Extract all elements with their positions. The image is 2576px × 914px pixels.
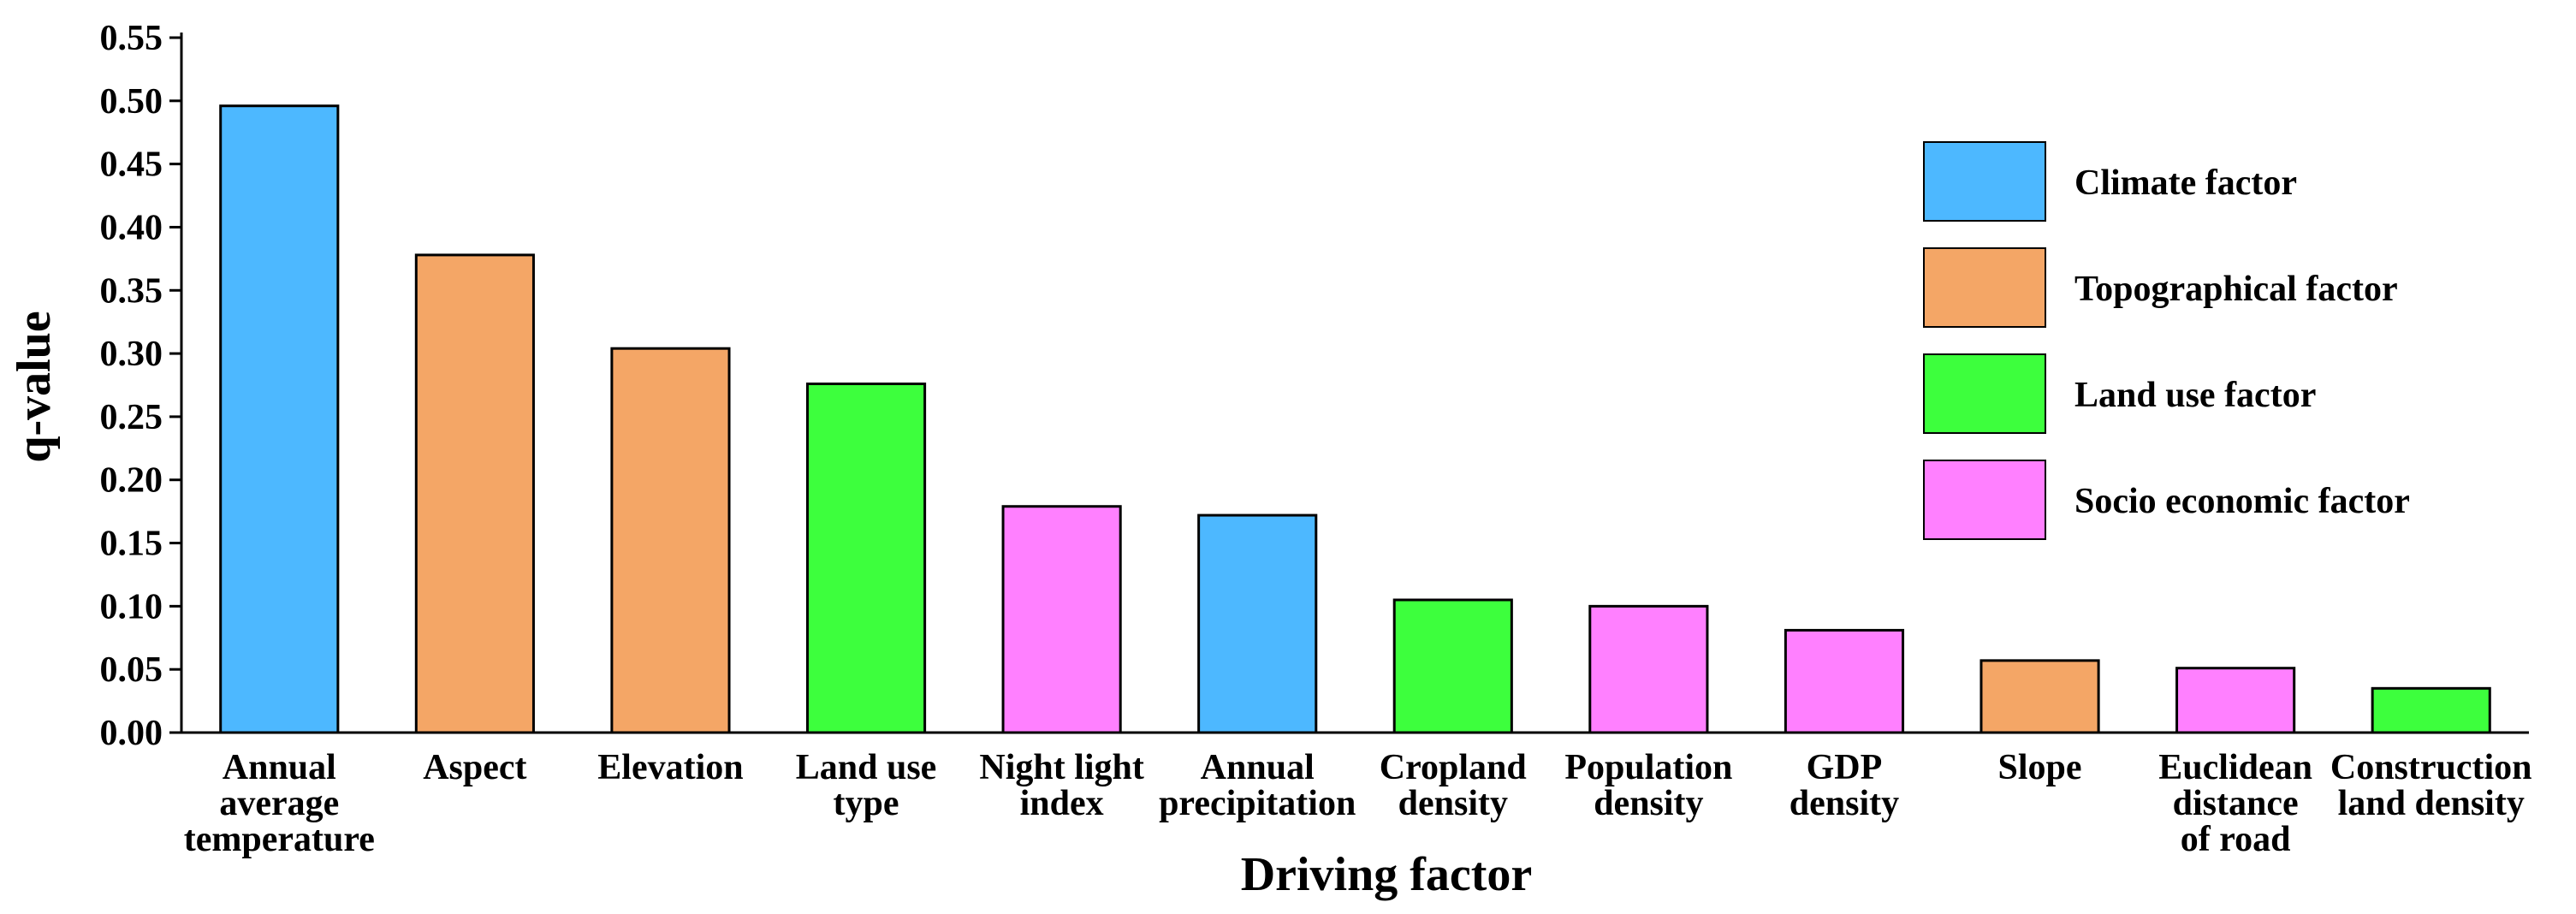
- x-axis-title: Driving factor: [1241, 848, 1533, 901]
- x-tick-label: Cropland density: [1380, 748, 1527, 823]
- legend-swatch: [1923, 460, 2046, 540]
- y-tick-label: 0.10: [100, 587, 163, 626]
- legend-swatch: [1923, 353, 2046, 434]
- legend-label: Land use factor: [2074, 376, 2316, 415]
- x-tick-label: Land use type: [796, 748, 937, 823]
- bar: [1784, 628, 1905, 734]
- legend-label: Topographical factor: [2074, 270, 2398, 309]
- bar: [1001, 505, 1122, 734]
- y-tick-label: 0.00: [100, 714, 163, 753]
- y-axis: 0.00 0.05 0.10 0.15 0.20 0.25 0.30 0.35 0.40 0.45…: [100, 19, 183, 753]
- x-axis: Annual average temperature Aspect Elevation L…: [181, 731, 2532, 859]
- bar: [1979, 659, 2100, 734]
- legend-swatch: [1923, 141, 2046, 222]
- y-tick-label: 0.55: [100, 19, 163, 58]
- y-tick-label: 0.15: [100, 525, 163, 564]
- bar: [2371, 686, 2491, 734]
- x-tick-label: Construction land density: [2330, 748, 2532, 823]
- y-tick-label: 0.35: [100, 271, 163, 311]
- x-tick-label: Euclidean distance of road: [2158, 748, 2312, 859]
- bar: [1197, 513, 1318, 734]
- bar: [2175, 667, 2296, 734]
- x-tick-label: GDP density: [1790, 748, 1899, 823]
- y-tick-label: 0.45: [100, 145, 163, 185]
- bar: [219, 104, 340, 734]
- y-tick-label: 0.20: [100, 461, 163, 501]
- bar: [414, 253, 535, 734]
- legend-swatch: [1923, 247, 2046, 328]
- x-tick-label: Night light index: [979, 748, 1144, 823]
- legend-label: Climate factor: [2074, 163, 2297, 203]
- x-tick-label: Slope: [1998, 748, 2082, 787]
- bar: [805, 383, 927, 734]
- y-tick-label: 0.50: [100, 82, 163, 122]
- y-tick-label: 0.40: [100, 208, 163, 247]
- bars: [219, 104, 2491, 734]
- y-tick-label: 0.05: [100, 650, 163, 690]
- legend-label: Socio economic factor: [2074, 482, 2410, 521]
- x-tick-label: Annual average temperature: [184, 748, 375, 859]
- x-tick-label: Elevation: [597, 748, 743, 787]
- y-tick-label: 0.25: [100, 398, 163, 437]
- x-tick-label: Population density: [1564, 748, 1732, 823]
- x-tick-label: Annual precipitation: [1159, 748, 1356, 823]
- bar: [1392, 598, 1513, 734]
- bar: [1588, 604, 1709, 734]
- y-axis-title: q-value: [8, 311, 61, 462]
- y-tick-label: 0.30: [100, 335, 163, 374]
- bar: [610, 347, 731, 734]
- x-tick-label: Aspect: [423, 748, 526, 787]
- legend: Climate factor Topographical factor Land u…: [1923, 141, 2410, 540]
